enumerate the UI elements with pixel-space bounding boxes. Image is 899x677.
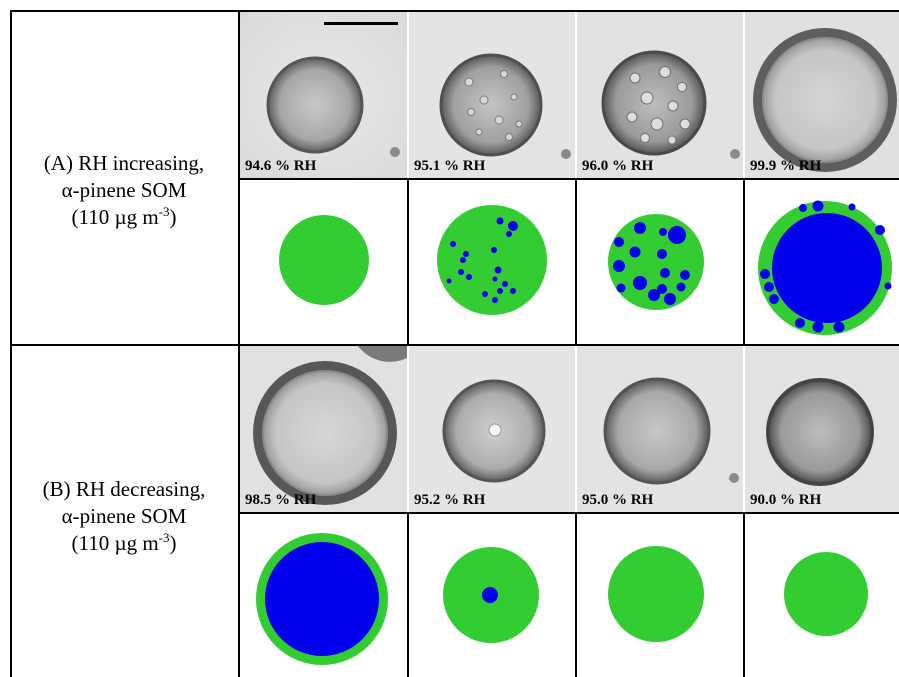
micrograph-a1: 94.6 % RH — [240, 12, 407, 178]
schematic-b2 — [443, 547, 539, 643]
grid-col-divider-2 — [575, 178, 577, 346]
schematic-a2 — [437, 205, 547, 315]
aqueous-phase-a4 — [772, 213, 882, 323]
scale-bar — [324, 22, 398, 25]
grid-col-divider-3 — [743, 178, 745, 346]
grid-col-divider-1 — [407, 178, 409, 346]
micrograph-a4: 99.9 % RH — [745, 12, 899, 178]
grid-col-divider-6 — [743, 512, 745, 677]
micrograph-b2: 95.2 % RH — [409, 346, 575, 512]
rh-label-b4: 90.0 % RH — [750, 492, 822, 508]
micrograph-b3: 95.0 % RH — [577, 346, 743, 512]
grid-row-divider — [10, 344, 899, 346]
micrograph-b4: 90.0 % RH — [745, 346, 899, 512]
row-b-label-line3: (110 µg m-3) — [71, 530, 177, 555]
grid-left-border — [10, 10, 12, 677]
micrograph-a3: 96.0 % RH — [577, 12, 743, 178]
grid-subrow-divider-b — [238, 512, 899, 514]
grid-top-border — [10, 10, 899, 12]
schematic-b1 — [256, 533, 388, 665]
schematic-a4 — [758, 200, 892, 335]
grid-subrow-divider-a — [238, 178, 899, 180]
rh-label-a4: 99.9 % RH — [750, 158, 822, 174]
organic-phase-b3 — [608, 546, 704, 642]
micrograph-b1: 98.5 % RH — [240, 346, 407, 512]
grid-col-divider-4 — [407, 512, 409, 677]
rh-label-b1: 98.5 % RH — [245, 492, 317, 508]
schematic-a3 — [608, 214, 704, 310]
row-a-label-line2: α-pinene SOM — [61, 178, 187, 202]
row-b-label-line1: (B) RH decreasing, — [42, 477, 206, 501]
grid-label-divider — [238, 10, 240, 677]
aqueous-inclusion-b2 — [482, 587, 498, 603]
schematic-b3 — [608, 546, 704, 642]
organic-phase-a1 — [279, 215, 369, 305]
aqueous-phase-b1 — [265, 542, 379, 656]
organic-phase-a2 — [437, 205, 547, 315]
micrograph-a2: 95.1 % RH — [409, 12, 575, 178]
schematic-b4 — [784, 552, 868, 636]
rh-label-a1: 94.6 % RH — [245, 158, 317, 174]
row-a-label-line1: (A) RH increasing, — [43, 151, 205, 175]
row-a-label-line3: (110 µg m-3) — [71, 204, 177, 229]
rh-label-b3: 95.0 % RH — [582, 492, 654, 508]
rh-label-b2: 95.2 % RH — [414, 492, 486, 508]
grid-col-divider-5 — [575, 512, 577, 677]
row-a-label: (A) RH increasing, α-pinene SOM (110 µg … — [10, 150, 238, 231]
rh-label-a2: 95.1 % RH — [414, 158, 486, 174]
schematic-a1 — [279, 215, 369, 305]
rh-label-a3: 96.0 % RH — [582, 158, 654, 174]
organic-phase-b4 — [784, 552, 868, 636]
row-b-label: (B) RH decreasing, α-pinene SOM (110 µg … — [10, 476, 238, 557]
row-b-label-line2: α-pinene SOM — [61, 504, 187, 528]
